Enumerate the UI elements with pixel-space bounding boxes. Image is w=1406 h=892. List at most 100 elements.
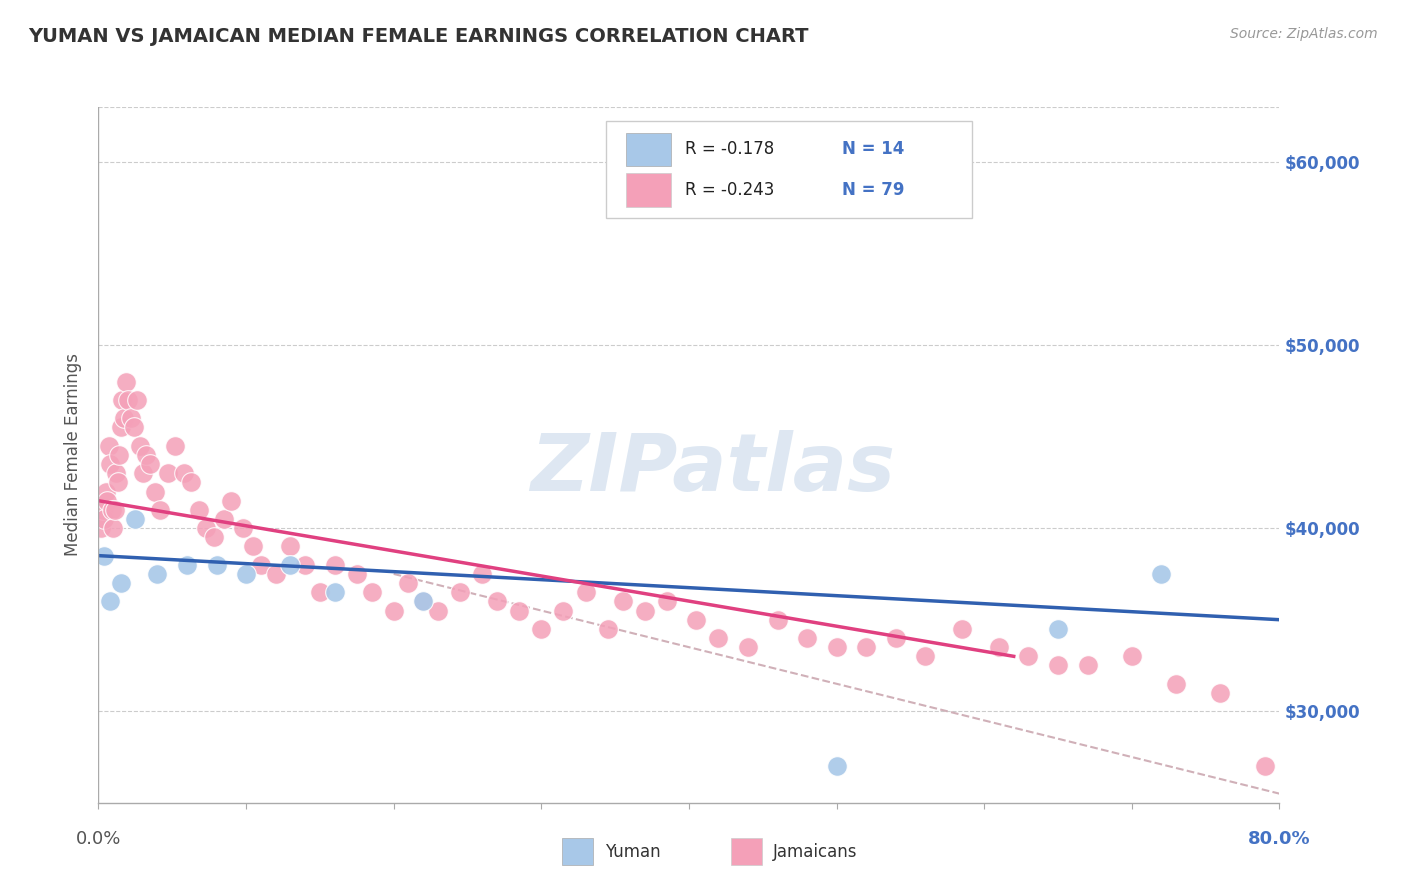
Point (486, 594, 509, 608)
Point (685, 613, 707, 627)
Point (98, 594, 121, 608)
Point (412, 594, 434, 608)
Point (950, 622, 973, 636)
Point (97, 439, 120, 453)
Point (128, 439, 150, 453)
Point (278, 558, 302, 572)
Point (1254, 759, 1277, 773)
Point (323, 558, 346, 572)
Point (346, 566, 368, 581)
Point (766, 613, 789, 627)
Text: 80.0%: 80.0% (1249, 830, 1310, 848)
Point (825, 640, 848, 655)
Point (508, 603, 530, 617)
Text: N = 14: N = 14 (842, 140, 905, 159)
Point (187, 503, 209, 517)
Point (449, 585, 471, 599)
Point (737, 640, 759, 655)
Text: Yuman: Yuman (605, 843, 661, 861)
Point (93, 549, 115, 563)
Point (1121, 649, 1143, 664)
Point (156, 467, 179, 481)
Point (796, 631, 818, 645)
Point (135, 448, 157, 462)
Point (914, 649, 936, 664)
Point (100, 503, 122, 517)
Point (360, 585, 382, 599)
Point (1046, 622, 1069, 636)
Point (427, 603, 450, 617)
Point (125, 392, 148, 407)
Point (884, 631, 907, 645)
Text: ZIPatlas: ZIPatlas (530, 430, 896, 508)
FancyBboxPatch shape (626, 133, 671, 166)
Point (707, 631, 730, 645)
Point (205, 558, 228, 572)
Point (596, 622, 619, 636)
Point (987, 640, 1010, 655)
Point (122, 420, 145, 434)
Point (112, 411, 135, 425)
Point (117, 392, 139, 407)
Point (110, 576, 132, 591)
Point (1017, 649, 1039, 664)
Point (165, 439, 187, 453)
Point (212, 512, 235, 526)
Point (633, 603, 655, 617)
Point (1150, 566, 1173, 581)
Point (242, 540, 264, 554)
Point (93, 512, 115, 526)
Text: N = 79: N = 79 (842, 181, 905, 199)
Point (471, 566, 494, 581)
Point (530, 622, 553, 636)
Point (221, 493, 243, 508)
Point (105, 467, 128, 481)
Point (91, 503, 114, 517)
Point (90, 521, 112, 535)
Point (108, 448, 131, 462)
Point (278, 540, 302, 554)
Point (111, 392, 134, 407)
Point (94, 484, 117, 499)
Point (294, 558, 316, 572)
Point (1164, 677, 1187, 691)
Point (1209, 686, 1232, 700)
Point (232, 521, 254, 535)
Text: Jamaicans: Jamaicans (773, 843, 858, 861)
Point (412, 594, 434, 608)
Point (146, 566, 169, 581)
Point (98, 457, 121, 471)
FancyBboxPatch shape (626, 173, 671, 207)
Point (180, 475, 202, 490)
Point (103, 521, 125, 535)
Point (104, 503, 127, 517)
Point (195, 521, 218, 535)
Point (855, 640, 877, 655)
Text: Source: ZipAtlas.com: Source: ZipAtlas.com (1230, 27, 1378, 41)
Point (149, 503, 172, 517)
Point (309, 585, 332, 599)
Point (120, 411, 142, 425)
Point (143, 484, 166, 499)
Point (110, 420, 132, 434)
Point (264, 566, 287, 581)
Point (250, 558, 273, 572)
Text: R = -0.243: R = -0.243 (685, 181, 775, 199)
Text: 0.0%: 0.0% (76, 830, 121, 848)
Point (382, 603, 405, 617)
Y-axis label: Median Female Earnings: Median Female Earnings (65, 353, 83, 557)
Point (176, 558, 198, 572)
Text: YUMAN VS JAMAICAN MEDIAN FEMALE EARNINGS CORRELATION CHART: YUMAN VS JAMAICAN MEDIAN FEMALE EARNINGS… (28, 27, 808, 45)
Point (1077, 658, 1099, 673)
Point (107, 475, 129, 490)
Point (132, 467, 155, 481)
Point (235, 566, 257, 581)
Point (173, 467, 195, 481)
Point (655, 594, 678, 608)
Point (574, 585, 596, 599)
Point (825, 759, 848, 773)
Point (612, 594, 634, 608)
Text: R = -0.178: R = -0.178 (685, 140, 775, 159)
Point (553, 603, 575, 617)
Point (139, 457, 162, 471)
